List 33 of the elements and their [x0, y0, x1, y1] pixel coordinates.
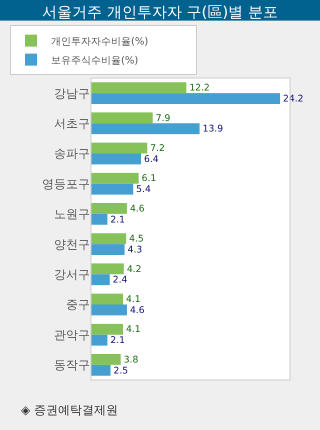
y-tick-label: 송파구 [54, 146, 90, 161]
text: ◈ 증권예탁결제원 [21, 403, 118, 417]
data-label: 2.4 [112, 274, 128, 286]
y-tick-label: 강남구 [54, 86, 90, 100]
legend-label: 개인투자자수비율(%) [51, 36, 148, 48]
data-label: 4.2 [126, 264, 142, 275]
data-label: 6.1 [142, 173, 156, 184]
data-label: 2.5 [114, 365, 128, 376]
data-label: 12.2 [189, 82, 210, 94]
data-label: 6.4 [144, 154, 159, 165]
data-label: 7.9 [156, 112, 170, 124]
data-label: 2.1 [110, 335, 126, 346]
y-tick-label: 동작구 [54, 358, 90, 372]
data-label: 4.6 [130, 203, 145, 214]
data-label: 4.6 [130, 304, 145, 316]
data-label: 4.5 [129, 234, 144, 245]
data-label: 4.1 [126, 294, 141, 305]
data-label: 5.4 [136, 184, 151, 196]
y-tick-label: 노원구 [54, 207, 90, 222]
data-label: 4.1 [126, 324, 141, 336]
y-tick-label: 중구 [66, 298, 90, 312]
y-tick-label: 관악구 [54, 328, 90, 342]
data-label: 3.8 [124, 354, 138, 366]
chart-title: 서울거주 개인투자자 구(區)별 분포 [42, 2, 278, 21]
legend-label: 보유주식수비율(%) [51, 56, 138, 67]
y-tick-label: 영등포구 [42, 176, 90, 191]
data-label: 4.3 [128, 244, 142, 256]
y-tick-label: 양천구 [54, 237, 90, 252]
y-tick-label: 서초구 [54, 116, 90, 130]
data-label: 13.9 [202, 124, 224, 135]
data-label: 7.2 [150, 142, 165, 154]
y-tick-label: 강서구 [54, 268, 90, 282]
data-label: 2.1 [110, 214, 126, 226]
